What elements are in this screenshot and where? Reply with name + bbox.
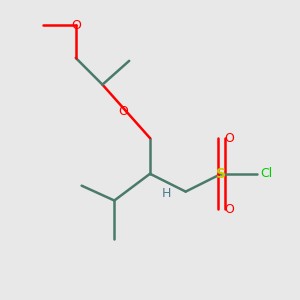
Text: O: O xyxy=(224,203,234,216)
Text: O: O xyxy=(118,105,128,118)
Text: O: O xyxy=(71,19,81,32)
Text: O: O xyxy=(224,132,234,145)
Text: S: S xyxy=(216,167,226,181)
Text: Cl: Cl xyxy=(260,167,272,180)
Text: H: H xyxy=(162,187,171,200)
